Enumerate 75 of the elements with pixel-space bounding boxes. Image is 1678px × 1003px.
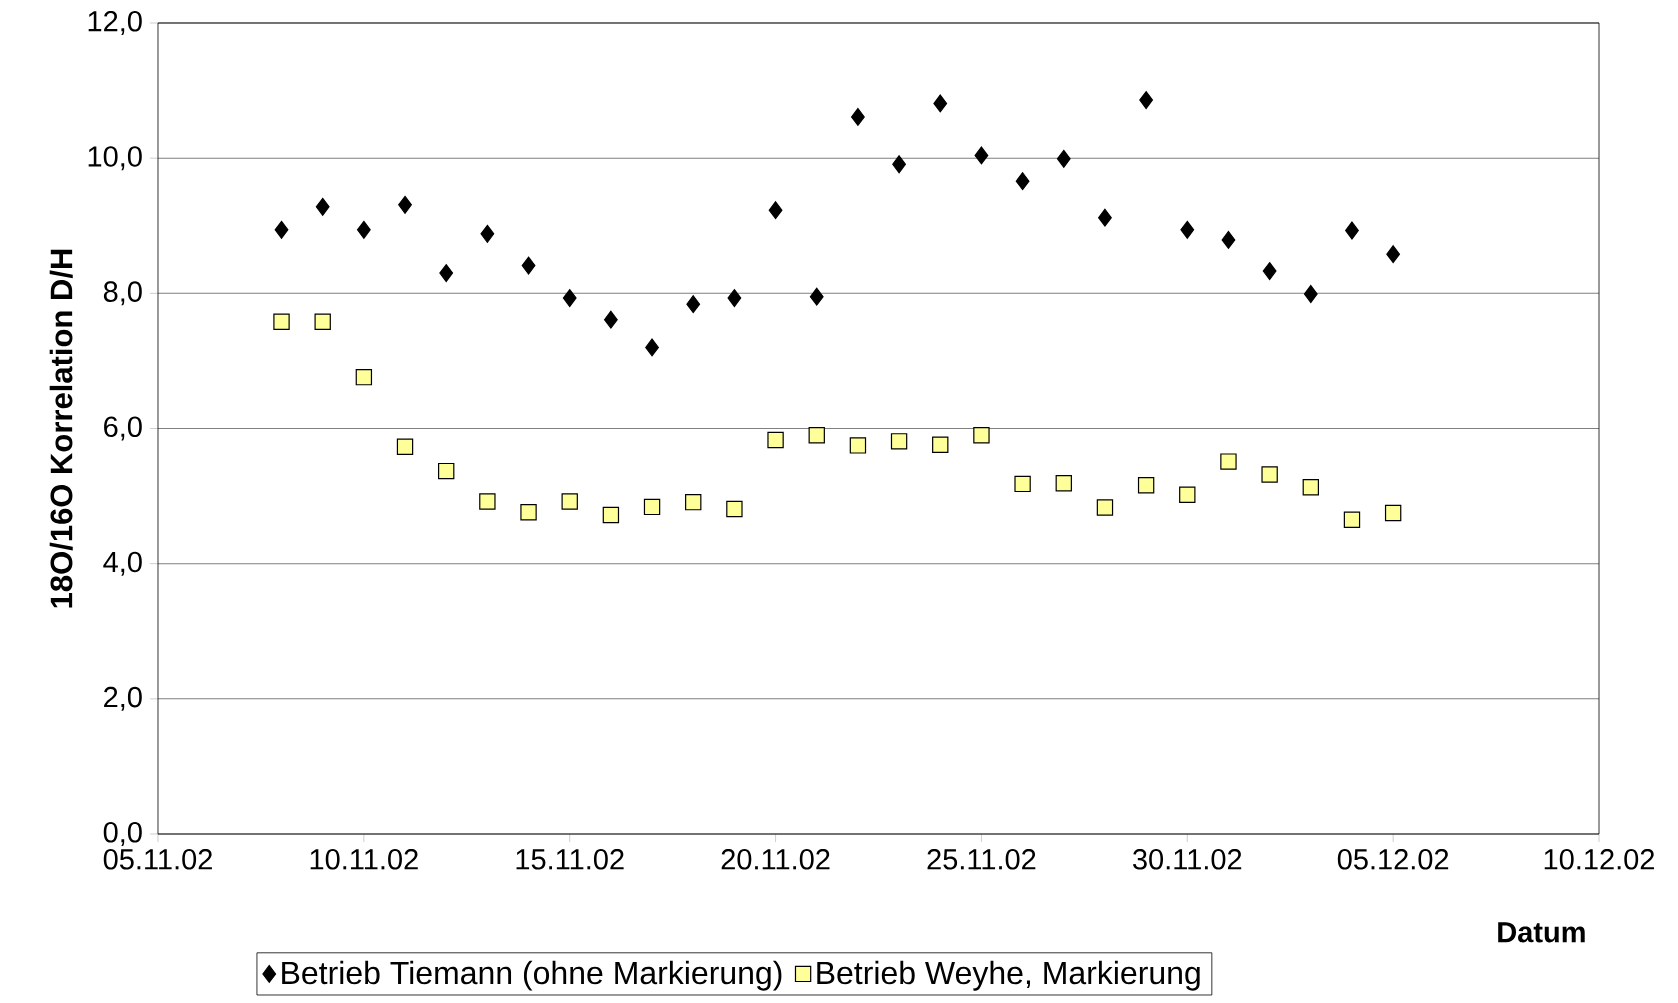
point bbox=[273, 313, 290, 330]
point bbox=[603, 310, 618, 329]
point bbox=[356, 220, 371, 239]
point bbox=[520, 504, 537, 521]
point bbox=[809, 287, 824, 306]
point bbox=[1096, 499, 1114, 516]
point bbox=[398, 195, 412, 214]
point bbox=[1055, 475, 1072, 492]
point bbox=[892, 155, 906, 174]
point bbox=[1179, 486, 1196, 503]
point bbox=[1139, 91, 1154, 110]
point bbox=[355, 368, 373, 386]
point bbox=[314, 313, 331, 330]
x-tick-label: 20.11.02 bbox=[721, 849, 830, 870]
point bbox=[1386, 245, 1401, 264]
x-tick-label: 10.11.02 bbox=[310, 849, 418, 870]
point bbox=[1343, 511, 1361, 528]
point bbox=[1014, 475, 1031, 493]
point bbox=[1384, 504, 1402, 522]
point bbox=[1262, 262, 1277, 281]
y-tick-label: 12,0 bbox=[88, 11, 142, 35]
point bbox=[890, 433, 908, 450]
point bbox=[726, 500, 743, 518]
x-tick-label: 30.11.02 bbox=[1133, 849, 1242, 870]
point bbox=[480, 224, 495, 243]
x-tick-label: 10.12.02 bbox=[1544, 849, 1654, 870]
point bbox=[1221, 230, 1236, 249]
y-tick-label: 2,0 bbox=[104, 686, 142, 711]
point bbox=[1056, 149, 1071, 168]
point bbox=[438, 462, 455, 480]
x-tick-label: 05.12.02 bbox=[1337, 849, 1449, 870]
point bbox=[686, 295, 701, 314]
point bbox=[643, 498, 661, 516]
point bbox=[932, 436, 949, 453]
point bbox=[1220, 453, 1237, 470]
x-axis-title: Datum bbox=[1498, 922, 1585, 943]
point bbox=[1345, 221, 1359, 240]
point bbox=[439, 264, 454, 283]
point bbox=[1098, 208, 1112, 227]
x-tick-label: 15.11.02 bbox=[516, 849, 624, 870]
point bbox=[561, 493, 578, 510]
point bbox=[315, 197, 330, 216]
point bbox=[933, 94, 948, 113]
point bbox=[1137, 477, 1155, 494]
point bbox=[767, 431, 784, 449]
y-axis-title: 18O/16O Korrelation D/H bbox=[49, 249, 73, 608]
point bbox=[768, 201, 783, 220]
point bbox=[849, 437, 867, 454]
point bbox=[973, 427, 990, 444]
point bbox=[1303, 285, 1318, 304]
point bbox=[602, 506, 620, 524]
point bbox=[851, 107, 865, 126]
point bbox=[685, 493, 702, 511]
point bbox=[974, 146, 989, 165]
y-tick-label: 0,0 bbox=[103, 822, 142, 846]
x-tick-label: 05.11.02 bbox=[103, 849, 212, 870]
y-tick-label: 10,0 bbox=[88, 146, 142, 171]
point bbox=[808, 427, 825, 444]
y-tick-label: 8,0 bbox=[103, 281, 142, 306]
point bbox=[274, 220, 289, 239]
point bbox=[1015, 172, 1030, 191]
point bbox=[521, 256, 536, 275]
legend-label: Betrieb Weyhe, Markierung bbox=[817, 960, 1200, 991]
x-tick-label: 25.11.02 bbox=[927, 849, 1036, 870]
legend-label: Betrieb Tiemann (ohne Markierung) bbox=[282, 960, 782, 991]
point bbox=[1180, 220, 1195, 239]
point bbox=[727, 289, 742, 308]
point bbox=[1261, 466, 1278, 483]
y-tick-label: 4,0 bbox=[103, 551, 142, 576]
point bbox=[479, 493, 496, 510]
y-tick-label: 6,0 bbox=[104, 416, 142, 441]
point bbox=[396, 438, 414, 455]
point bbox=[562, 289, 577, 308]
point bbox=[645, 338, 659, 357]
point bbox=[1302, 479, 1319, 496]
